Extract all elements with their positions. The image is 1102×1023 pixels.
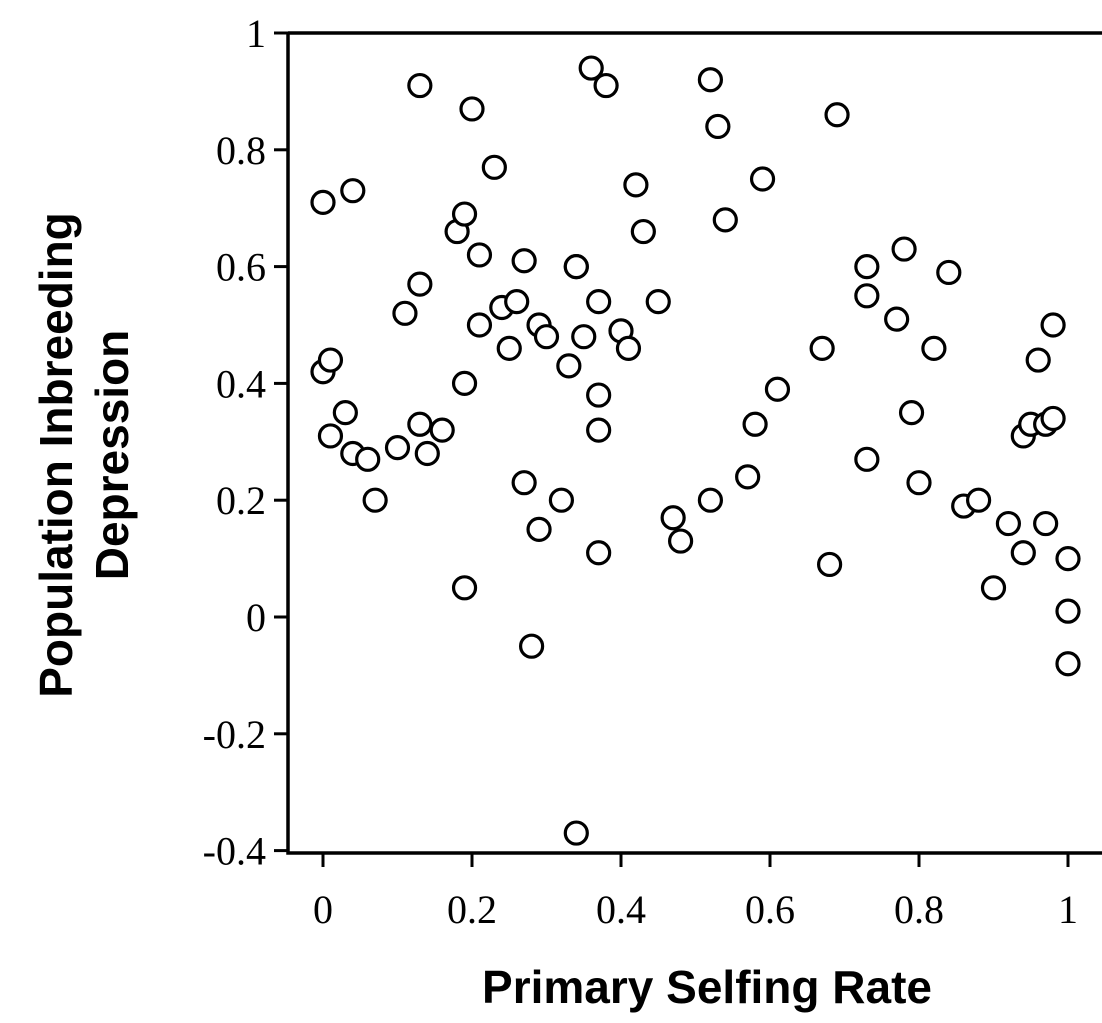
x-axis-title: Primary Selfing Rate — [482, 961, 932, 1013]
data-point — [854, 254, 880, 280]
data-point — [310, 189, 336, 215]
data-point — [1010, 540, 1036, 566]
data-point — [571, 324, 597, 350]
data-point — [697, 67, 724, 93]
data-point — [317, 347, 344, 373]
data-point — [936, 259, 962, 286]
x-tick-label: 0.6 — [745, 887, 795, 932]
data-point — [593, 72, 619, 99]
data-point — [392, 300, 418, 326]
data-point — [429, 417, 455, 443]
data-point — [511, 470, 537, 496]
data-point — [995, 510, 1022, 537]
data-point — [407, 411, 433, 437]
plot-border — [286, 31, 1102, 855]
data-point — [697, 487, 724, 513]
y-tick-label: -0.4 — [203, 829, 266, 874]
data-point — [407, 271, 433, 297]
data-point — [816, 551, 843, 578]
data-point — [1040, 405, 1066, 432]
y-tick-label: 0.2 — [216, 478, 266, 523]
data-point — [407, 72, 433, 99]
data-point — [504, 289, 530, 315]
data-point — [824, 102, 850, 128]
data-point — [481, 154, 507, 180]
x-tick-label: 0.4 — [596, 887, 646, 932]
data-point — [586, 540, 612, 566]
data-point — [891, 236, 917, 262]
data-point — [854, 283, 880, 309]
x-axis: 0 0.2 0.4 0.6 0.8 1 — [313, 853, 1078, 932]
data-point — [749, 166, 776, 192]
data-point — [965, 487, 992, 513]
data-point — [526, 516, 552, 543]
data-point — [980, 575, 1007, 601]
data-point — [451, 575, 478, 601]
data-point — [459, 96, 485, 122]
data-point — [1055, 598, 1081, 624]
data-point — [854, 446, 880, 472]
y-tick-label: 1 — [246, 11, 266, 56]
data-point — [712, 207, 738, 233]
data-point — [384, 435, 411, 461]
data-point — [898, 400, 925, 426]
y-tick-label: 0 — [246, 595, 266, 640]
data-point — [1025, 347, 1051, 373]
data-point — [660, 505, 686, 531]
data-point — [355, 446, 381, 472]
data-point — [466, 242, 493, 268]
data-point — [518, 633, 545, 659]
data-points — [310, 55, 1081, 846]
data-point — [533, 324, 560, 350]
y-tick-label: 0.8 — [216, 128, 266, 173]
data-point — [362, 487, 388, 513]
y-axis: -0.4 -0.2 0 0.2 0.4 0.6 0.8 1 — [203, 11, 288, 874]
data-point — [496, 335, 522, 361]
data-point — [340, 178, 366, 204]
data-point — [735, 464, 761, 490]
data-point — [586, 417, 612, 443]
data-point — [906, 470, 932, 496]
x-tick-label: 1 — [1058, 887, 1078, 932]
data-point — [414, 440, 440, 467]
data-point — [332, 400, 358, 426]
data-point — [1040, 312, 1066, 338]
data-point — [1033, 510, 1059, 537]
data-point — [317, 423, 344, 449]
data-point — [921, 335, 947, 361]
data-point — [451, 370, 478, 396]
data-point — [548, 487, 575, 513]
data-point — [623, 172, 649, 198]
y-tick-label: 0.6 — [216, 245, 266, 290]
data-point — [586, 289, 612, 315]
data-point — [586, 382, 612, 408]
data-point — [563, 254, 589, 280]
data-point — [451, 201, 478, 227]
data-point — [511, 248, 537, 274]
x-tick-label: 0 — [313, 887, 333, 932]
data-point — [705, 113, 731, 140]
data-point — [742, 411, 768, 437]
data-point — [556, 353, 582, 379]
data-point — [884, 306, 910, 332]
y-axis-title-line-2: Depression — [86, 330, 138, 581]
y-tick-label: -0.2 — [203, 712, 266, 757]
data-point — [578, 55, 604, 81]
x-tick-label: 0.8 — [894, 887, 944, 932]
data-point — [667, 528, 694, 554]
data-point — [809, 335, 835, 361]
x-tick-label: 0.2 — [447, 887, 497, 932]
y-axis-title-line-1: Population Inbreeding — [30, 212, 82, 698]
data-point — [1055, 651, 1081, 677]
plot-frame — [286, 31, 1102, 855]
data-point — [645, 289, 671, 315]
data-point — [764, 376, 791, 402]
y-tick-label: 0.4 — [216, 361, 266, 406]
data-point — [630, 218, 656, 245]
data-point — [466, 312, 493, 338]
data-point — [615, 335, 642, 361]
data-point — [563, 820, 589, 846]
data-point — [1055, 545, 1081, 572]
